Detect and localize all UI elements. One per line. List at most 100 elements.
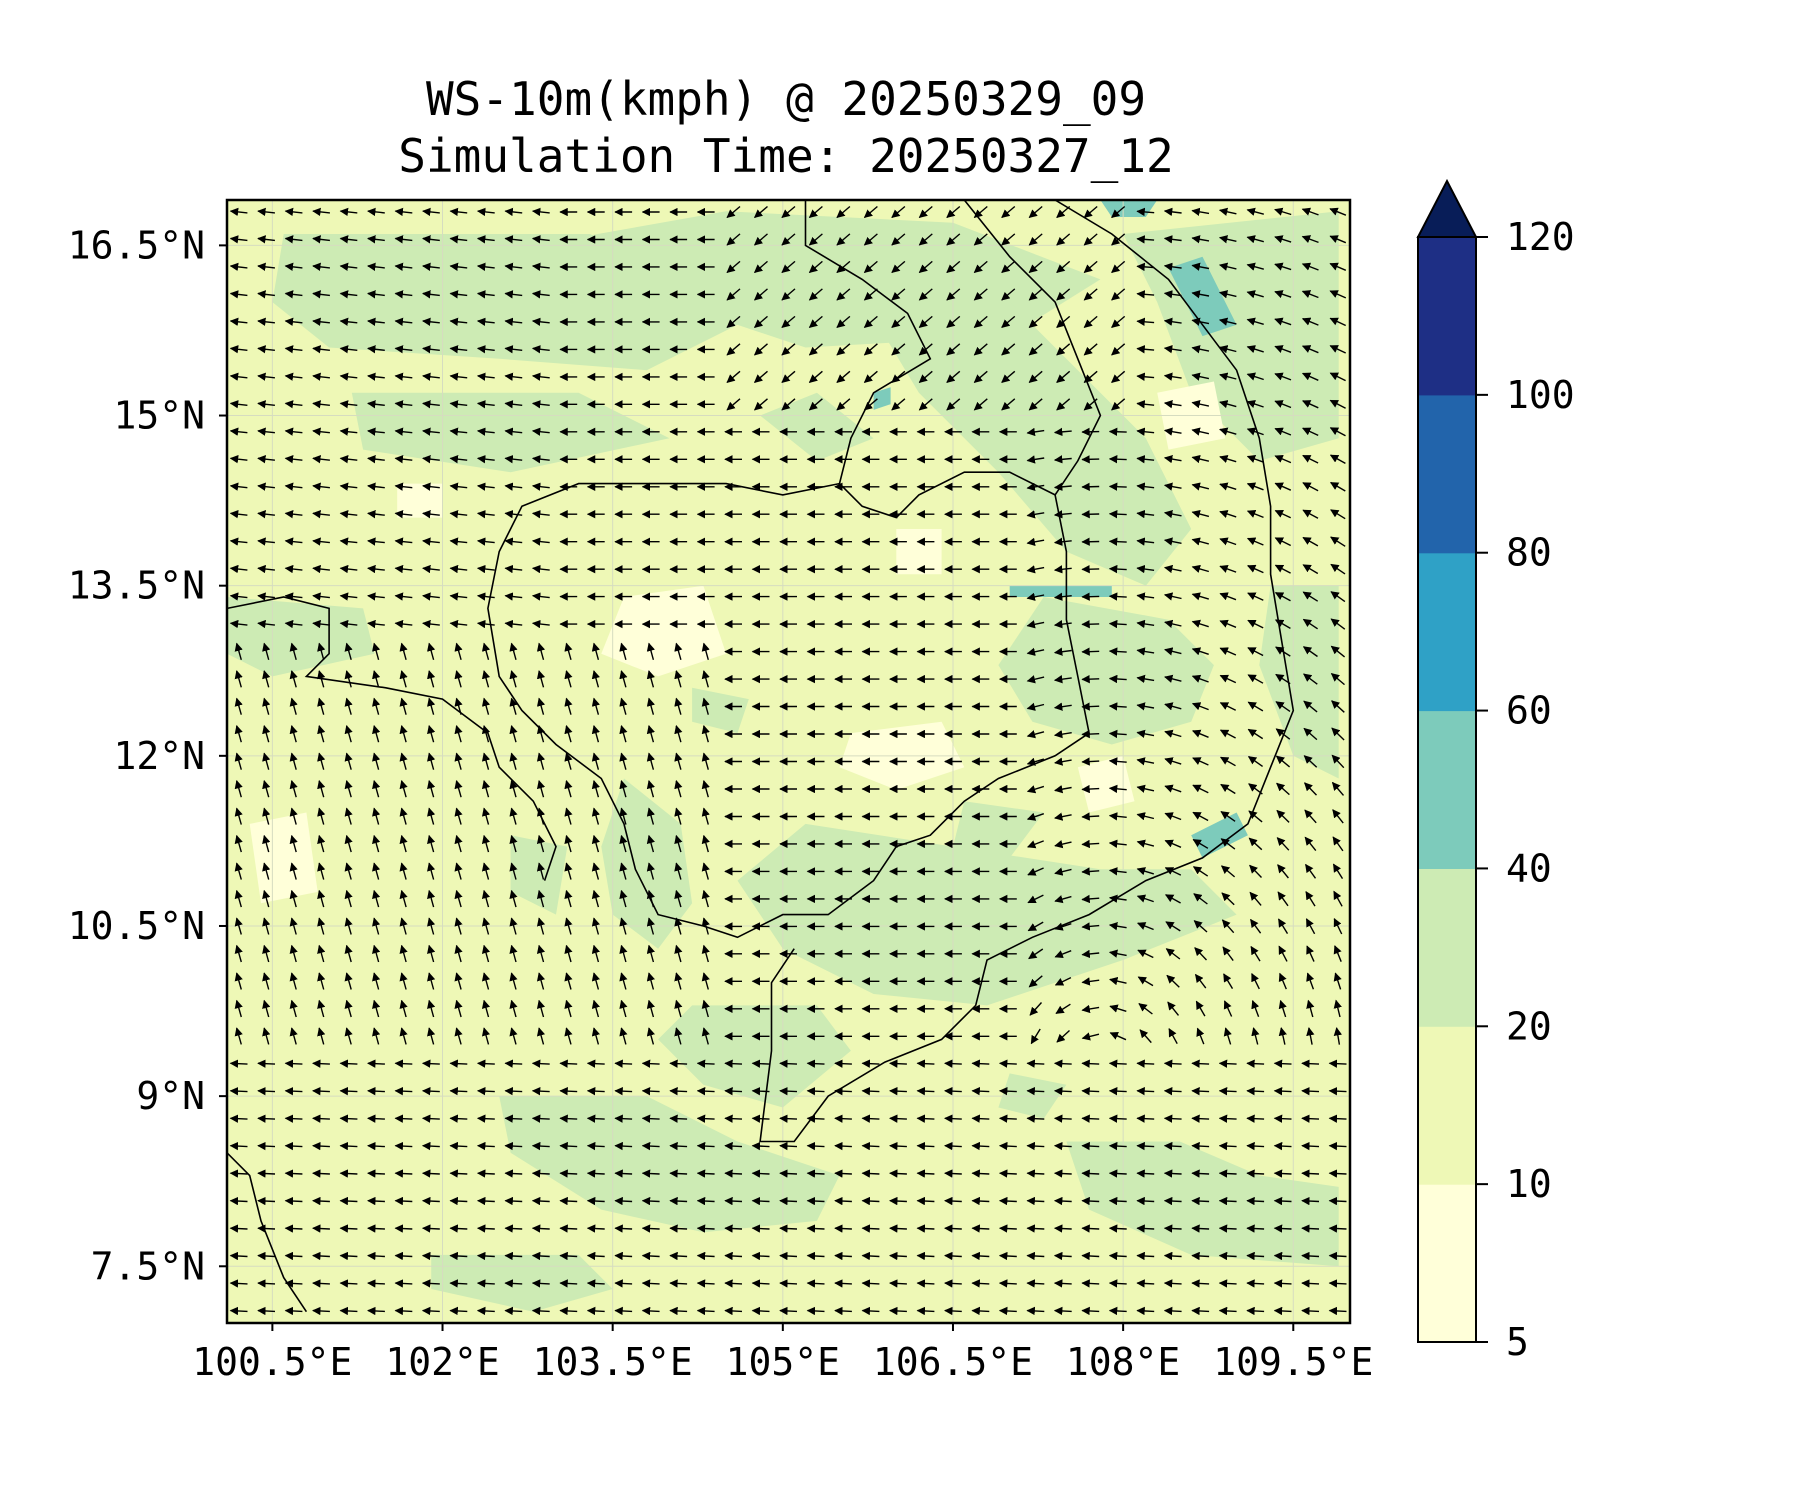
wind-vector [1246,235,1264,244]
wind-vector [229,400,248,409]
wind-vector [344,834,353,853]
wind-vector [367,427,385,436]
wind-vector [421,1196,440,1206]
wind-vector [504,1141,523,1151]
wind-vector [1053,1086,1072,1096]
colorbar-label: 40 [1506,846,1552,890]
wind-vector [1053,1224,1072,1233]
wind-vector [394,290,413,299]
wind-vector [1303,727,1318,741]
wind-vector [861,1086,880,1096]
wind-vector [1163,1169,1182,1178]
wind-vector [422,482,440,491]
wind-vector [476,1196,495,1206]
coastline [227,1152,308,1313]
wind-vector [891,343,906,356]
wind-vector [1164,702,1182,711]
y-tick-label: 10.5°N [68,904,205,948]
wind-vector [916,1169,935,1178]
wind-vector [1218,1279,1237,1288]
wind-vector [564,670,573,688]
wind-vector [1191,564,1209,573]
wind-vector [646,779,655,798]
wind-vector [1136,647,1155,656]
wind-vector [1218,1251,1237,1261]
wind-vector [1191,482,1210,491]
wind-speed-region-20-40 [1259,585,1339,779]
wind-vector [944,1224,962,1233]
wind-vector [257,400,275,409]
wind-vector [806,1279,825,1288]
wind-vector [701,697,710,715]
wind-vector [1192,811,1209,822]
wind-vector [312,427,330,436]
wind-vector [559,1224,578,1233]
wind-vector [918,370,933,383]
wind-vector [234,642,243,660]
wind-vector [454,862,463,880]
wind-vector [509,670,518,688]
wind-vector [889,1306,907,1316]
wind-vector [836,260,851,274]
wind-vector [476,564,495,574]
wind-vector [1083,370,1098,383]
wind-vector [1248,810,1263,823]
wind-vector [834,1279,852,1288]
wind-vector [312,1306,330,1316]
wind-vector [781,370,796,383]
wind-vector [1247,592,1264,601]
wind-vector [1108,537,1127,546]
wind-vector [586,1306,605,1316]
wind-vector [531,317,550,326]
wind-vector [421,1279,440,1288]
wind-vector [229,1086,248,1096]
wind-vector [509,834,518,853]
wind-vector [1054,840,1072,849]
wind-vector [1053,1251,1072,1261]
wind-vector [229,372,248,381]
wind-vector [367,1141,385,1151]
wind-vector [449,509,468,519]
wind-vector [696,1059,715,1068]
wind-vector [1191,262,1210,271]
wind-vector [234,862,243,880]
wind-vector [509,724,518,743]
wind-vector [289,752,298,770]
wind-vector [394,454,413,464]
wind-vector [591,779,600,798]
wind-vector [1246,1059,1265,1068]
wind-vector [454,697,463,715]
wind-vector [454,889,463,908]
wind-vector [289,834,298,853]
wind-vector [1163,1279,1182,1288]
wind-vector [1330,618,1346,630]
wind-vector [531,1251,550,1261]
wind-vector [1163,592,1182,601]
wind-vector [339,290,358,299]
wind-vector [834,1196,852,1206]
wind-vector [1275,646,1291,657]
wind-vector [1164,812,1182,821]
wind-vector [1163,290,1182,299]
wind-vector [1163,537,1182,546]
wind-vector [724,1196,743,1206]
wind-vector [1191,372,1210,381]
wind-vector [1274,537,1292,547]
wind-vector [536,807,546,825]
wind-vector [836,315,851,328]
wind-vector [257,207,275,217]
wind-vector [1163,262,1182,271]
wind-vector [312,1224,330,1233]
wind-vector [1246,1114,1265,1123]
wind-vector [619,724,628,743]
wind-vector [1274,427,1292,436]
wind-vector [284,262,303,272]
wind-vector [701,724,710,743]
y-tick-label: 13.5°N [68,564,205,608]
wind-vector [1302,454,1319,464]
wind-vector [1001,233,1016,246]
wind-vector [973,370,988,383]
wind-vector [1163,1141,1182,1151]
wind-vector [1026,757,1045,766]
wind-vector [312,1086,330,1096]
